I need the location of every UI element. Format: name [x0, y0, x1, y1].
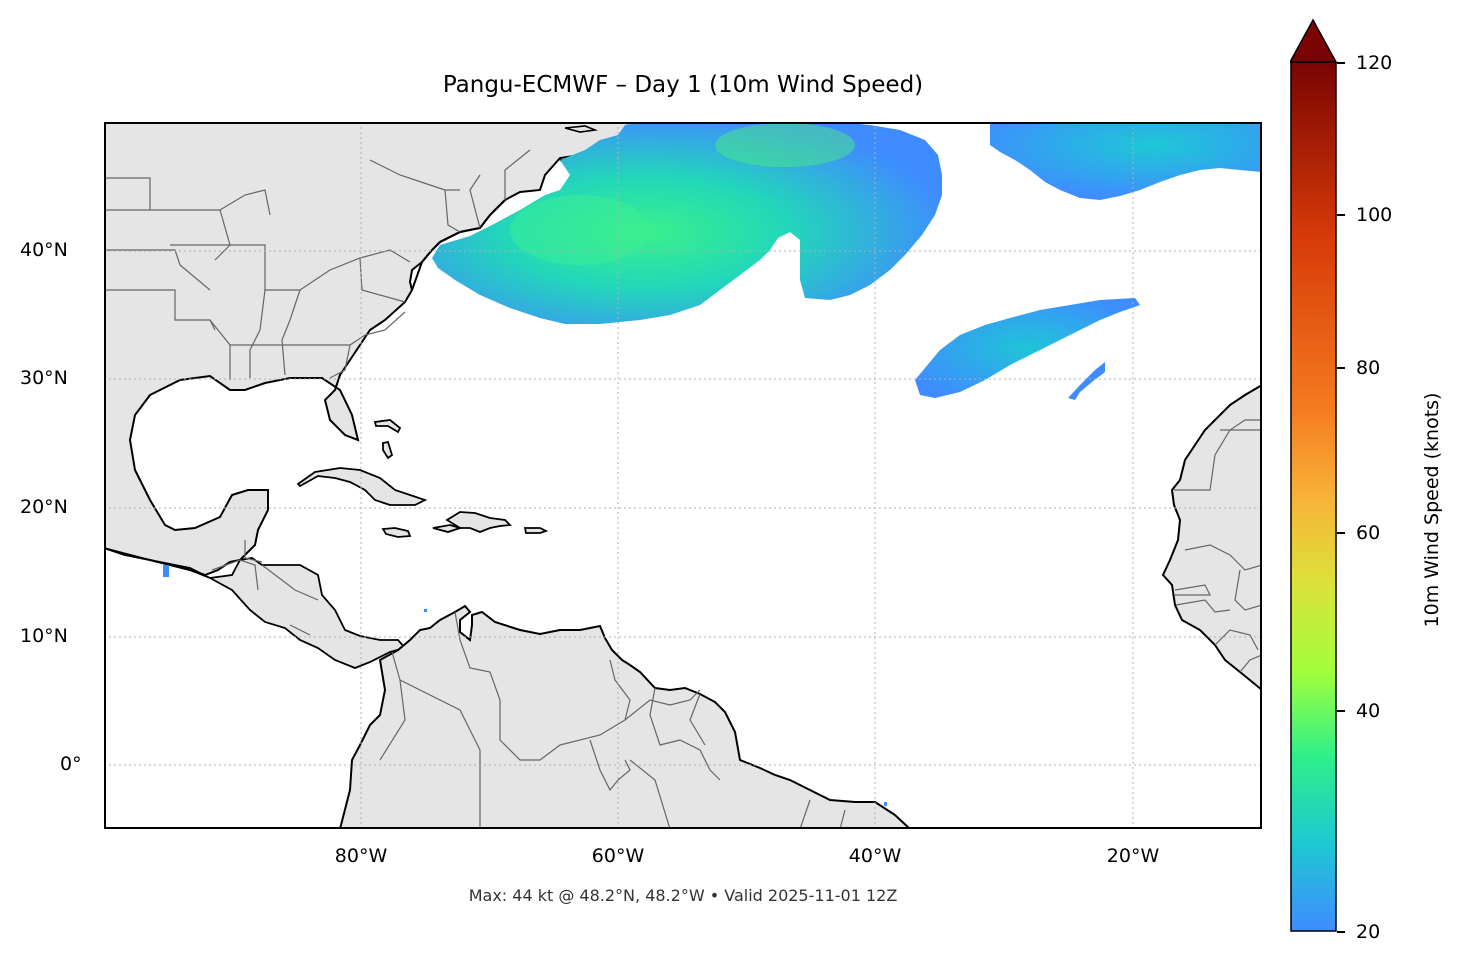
map-axes	[104, 122, 1262, 829]
cbar-tick-40: 40	[1356, 700, 1381, 722]
wind-speck-caribbean	[424, 609, 427, 612]
max-wind-footnote: Max: 44 kt @ 48.2°N, 48.2°W • Valid 2025…	[468, 886, 898, 905]
wind-region-nw-atlantic	[432, 124, 942, 324]
lon-label-40w: 40°W	[848, 845, 902, 867]
wind-region-central-atlantic	[915, 298, 1140, 398]
map-title: Pangu-ECMWF – Day 1 (10m Wind Speed)	[442, 72, 924, 98]
lon-label-60w: 60°W	[591, 845, 645, 867]
colorbar-extend-max-triangle	[1290, 18, 1338, 63]
land-south-america	[339, 604, 910, 827]
wind-speck-pacific	[163, 565, 169, 577]
lon-label-80w: 80°W	[334, 845, 388, 867]
wind-peak-41N-63W	[510, 195, 650, 265]
wind-region-ne-atlantic	[990, 124, 1260, 200]
lat-label-0: 0°	[60, 753, 82, 775]
cbar-tick-mark	[1337, 62, 1345, 64]
colorbar	[1290, 18, 1338, 932]
land-anticosti	[564, 125, 599, 133]
colorbar-label: 10m Wind Speed (knots)	[1421, 392, 1443, 628]
lon-label-20w: 20°W	[1106, 845, 1160, 867]
wind-peak-48N-48W	[715, 124, 855, 167]
gridlines	[106, 124, 1260, 827]
lat-label-30n: 30°N	[20, 367, 68, 389]
land-north-america	[106, 124, 640, 669]
cbar-tick-60: 60	[1356, 522, 1381, 544]
wind-region-small-patch	[1068, 362, 1105, 400]
lat-label-10n: 10°N	[20, 625, 68, 647]
wind-speed-field	[163, 124, 1260, 806]
coastline-us-east	[411, 199, 506, 291]
cbar-tick-100: 100	[1356, 204, 1393, 226]
cbar-tick-80: 80	[1356, 357, 1381, 379]
lat-label-40n: 40°N	[20, 239, 68, 261]
cbar-tick-mark	[1337, 214, 1345, 216]
cbar-tick-120: 120	[1356, 52, 1393, 74]
cbar-tick-20: 20	[1356, 921, 1381, 943]
wind-speck-brazil	[884, 802, 887, 806]
cbar-tick-mark	[1337, 367, 1345, 369]
land-africa	[1161, 385, 1260, 690]
colorbar-gradient	[1290, 61, 1337, 932]
lat-label-20n: 20°N	[20, 496, 68, 518]
cbar-tick-mark	[1337, 710, 1345, 712]
political-borders	[106, 149, 1260, 827]
cbar-tick-mark	[1337, 931, 1345, 933]
cbar-tick-mark	[1337, 532, 1345, 534]
caribbean-islands	[296, 419, 549, 538]
